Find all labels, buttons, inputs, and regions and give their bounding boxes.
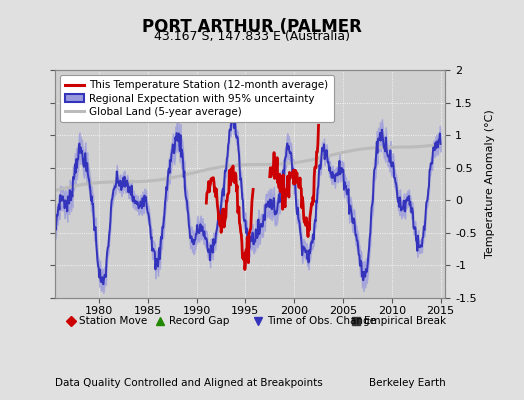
Text: Time of Obs. Change: Time of Obs. Change <box>267 316 376 326</box>
Text: Record Gap: Record Gap <box>169 316 230 326</box>
Text: Berkeley Earth: Berkeley Earth <box>369 378 445 388</box>
Text: Station Move: Station Move <box>79 316 147 326</box>
Legend: This Temperature Station (12-month average), Regional Expectation with 95% uncer: This Temperature Station (12-month avera… <box>60 75 334 122</box>
Text: PORT ARTHUR (PALMER: PORT ARTHUR (PALMER <box>141 18 362 36</box>
Text: Empirical Break: Empirical Break <box>364 316 446 326</box>
Y-axis label: Temperature Anomaly (°C): Temperature Anomaly (°C) <box>485 110 495 258</box>
Text: 43.167 S, 147.833 E (Australia): 43.167 S, 147.833 E (Australia) <box>154 30 350 43</box>
Text: Data Quality Controlled and Aligned at Breakpoints: Data Quality Controlled and Aligned at B… <box>55 378 323 388</box>
